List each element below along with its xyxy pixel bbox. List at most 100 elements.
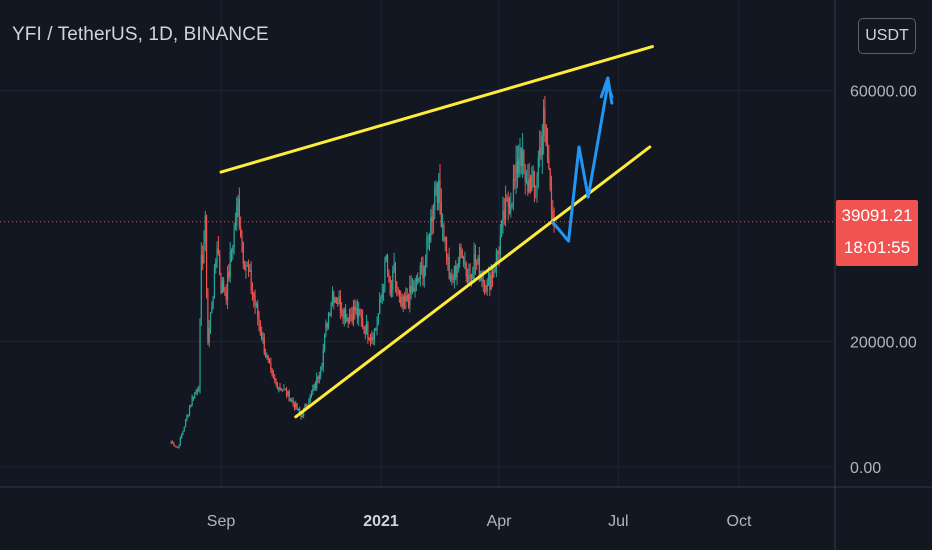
candle-body	[293, 402, 296, 408]
candle-body	[192, 396, 195, 399]
candle-body	[270, 363, 272, 370]
candle-body	[537, 157, 539, 176]
candle-body	[330, 303, 332, 315]
candle-body	[373, 328, 376, 340]
candle-body	[371, 336, 373, 341]
candle-body	[238, 198, 240, 227]
candle-body	[398, 290, 400, 297]
candle-body	[339, 295, 341, 311]
candle-body	[352, 306, 355, 322]
candle-body	[503, 210, 505, 220]
candle-body	[426, 237, 428, 261]
candle-body	[447, 257, 449, 259]
candle-body	[539, 147, 541, 158]
candle-body	[331, 291, 334, 304]
candle-body	[524, 174, 526, 182]
candle-body	[285, 389, 288, 396]
candle-body	[195, 390, 197, 393]
candle-body	[390, 290, 393, 294]
candle-body	[263, 337, 265, 354]
candle-body	[423, 266, 425, 278]
candle-body	[490, 274, 492, 290]
drawing-layer[interactable]	[219, 45, 654, 419]
candle-body	[310, 391, 313, 395]
candle-body	[234, 225, 237, 229]
candle-body	[549, 168, 551, 189]
candle-body	[205, 215, 208, 292]
candle-body	[545, 124, 547, 146]
candle-body	[314, 384, 317, 389]
candle-body	[308, 401, 310, 406]
candle-body	[501, 220, 503, 237]
candle-body	[401, 302, 403, 308]
candle-body	[208, 328, 210, 343]
candle-body	[550, 188, 553, 211]
candle-body	[312, 389, 314, 392]
candle-body	[224, 291, 226, 293]
candle-body	[255, 303, 258, 306]
candle-body	[203, 242, 205, 264]
candle-body	[226, 271, 229, 301]
candle-body	[456, 269, 458, 278]
candle-body	[297, 409, 299, 411]
candle-body	[512, 179, 515, 204]
candle-body	[522, 150, 524, 167]
candle-body	[333, 291, 335, 303]
candle-body	[329, 313, 331, 315]
candle-body	[515, 162, 517, 180]
candle-body	[186, 415, 188, 420]
candle-body	[470, 275, 473, 279]
candle-body	[414, 281, 416, 292]
candle-body	[288, 391, 290, 402]
candle-body	[174, 445, 176, 447]
candle-body	[474, 253, 477, 264]
candle-body	[204, 215, 206, 243]
candle-body	[504, 198, 507, 220]
candle-body	[170, 441, 172, 444]
candle-body	[413, 288, 415, 292]
candle-body	[247, 265, 250, 272]
candle-body	[216, 248, 218, 262]
symbol-title[interactable]: YFI / TetherUS, 1D, BINANCE	[12, 24, 269, 45]
lower-trendline	[294, 145, 652, 419]
candle-body	[287, 391, 289, 396]
candle-body	[183, 426, 185, 431]
candle-body	[438, 180, 440, 203]
candle-body	[350, 314, 352, 316]
candle-body	[351, 314, 353, 322]
candle-body	[548, 158, 550, 169]
candle-body	[544, 108, 546, 125]
candle-body	[407, 300, 410, 307]
candle-body	[299, 409, 301, 414]
currency-button[interactable]: USDT	[858, 18, 916, 54]
candle-body	[342, 312, 344, 319]
candle-body	[497, 251, 499, 253]
candle-body	[320, 370, 322, 376]
candle-body	[220, 274, 222, 293]
candle-body	[506, 198, 508, 200]
candle-body	[225, 292, 227, 301]
candle-body	[276, 382, 278, 389]
candle-body	[274, 377, 276, 381]
candle-body	[536, 175, 538, 187]
candle-body	[402, 296, 404, 308]
candle-body	[418, 279, 420, 282]
candle-body	[434, 188, 436, 210]
candle-body	[520, 147, 522, 167]
candle-body	[397, 287, 399, 291]
candle-body	[175, 446, 178, 448]
candle-body	[377, 313, 379, 324]
candle-body	[292, 399, 294, 403]
candle-body	[223, 280, 225, 292]
grid-layer	[0, 0, 835, 487]
candle-body	[251, 289, 254, 293]
candle-body	[453, 266, 456, 280]
candle-body	[459, 246, 461, 264]
candle-body	[430, 217, 432, 242]
candle-body	[338, 295, 340, 304]
candle-body	[354, 306, 356, 312]
candle-body	[219, 254, 221, 275]
candle-body	[321, 366, 323, 371]
